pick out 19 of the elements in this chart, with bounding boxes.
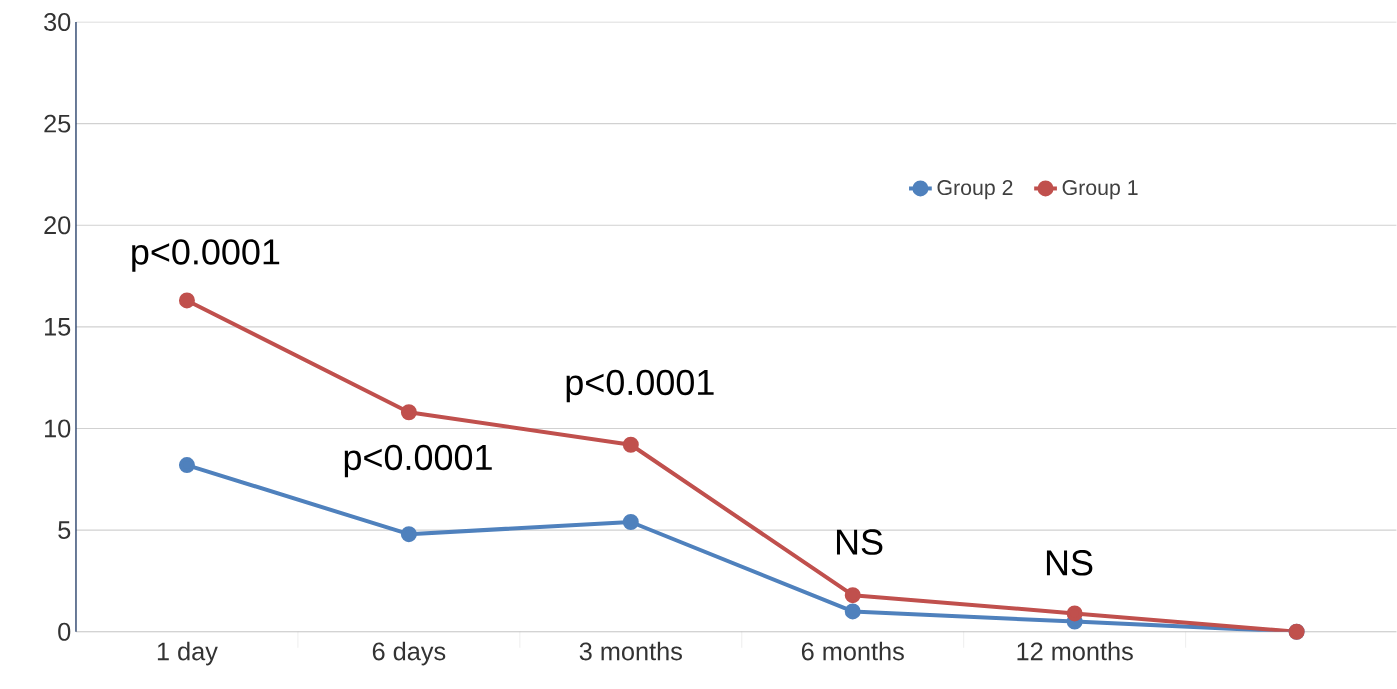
annotation: NS: [1046, 550, 1093, 576]
y-tick-label: 25: [44, 114, 71, 133]
y-tick-label: 5: [58, 521, 71, 540]
legend-label: Group 2: [937, 180, 1013, 200]
x-tick-label: 3 months: [579, 641, 682, 661]
legend-label: Group 1: [1062, 180, 1138, 200]
x-tick-label: 1 day: [157, 641, 218, 666]
annotation: NS: [836, 529, 883, 555]
annotation: p<0.0001: [132, 239, 280, 272]
y-tick-label: 0: [58, 622, 71, 641]
y-tick-label: 20: [44, 216, 71, 235]
x-tick-label: 6 days: [372, 641, 446, 666]
x-tick-label: 6 months: [801, 641, 904, 661]
annotation: p<0.0001: [566, 369, 714, 403]
x-tick-label: 12 months: [1017, 641, 1133, 661]
y-tick-label: 15: [45, 318, 71, 336]
y-tick-label: 10: [45, 419, 71, 438]
y-tick-label: 30: [44, 13, 71, 32]
annotation: p<0.0001: [344, 444, 492, 478]
